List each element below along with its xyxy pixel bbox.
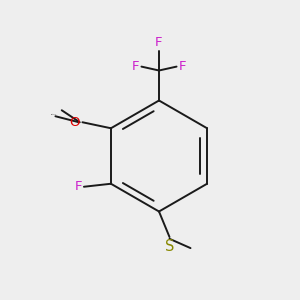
- Text: F: F: [75, 180, 82, 193]
- Text: S: S: [165, 239, 174, 254]
- Text: F: F: [179, 60, 187, 73]
- Text: F: F: [132, 60, 139, 73]
- Text: F: F: [155, 37, 163, 50]
- Text: methoxy: methoxy: [51, 114, 57, 116]
- Text: O: O: [70, 116, 80, 129]
